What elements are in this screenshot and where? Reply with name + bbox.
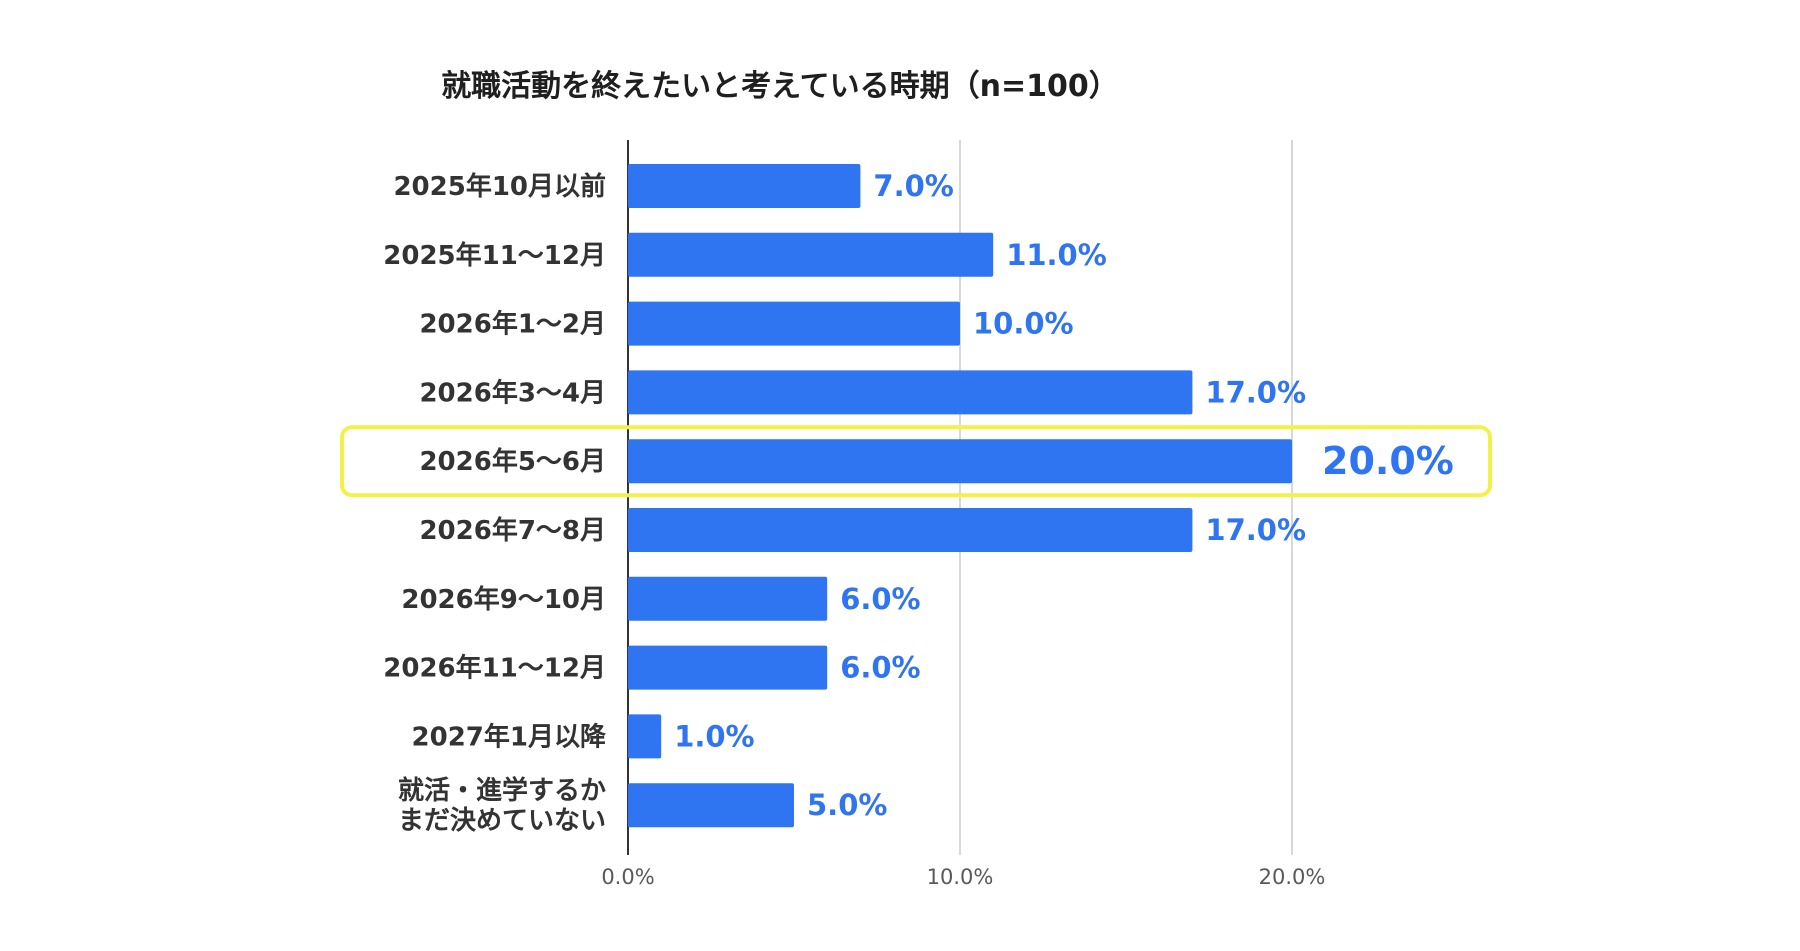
bar-4 xyxy=(628,439,1292,484)
category-label-1: 2025年11〜12月 xyxy=(383,240,606,271)
ticks-layer: 0.0% 10.0% 20.0% xyxy=(601,865,1325,889)
highlight-box xyxy=(340,425,1492,498)
value-label-8: 1.0% xyxy=(674,719,754,753)
value-label-3: 17.0% xyxy=(1205,375,1306,409)
category-label-7: 2026年11〜12月 xyxy=(383,653,606,684)
bar-5 xyxy=(628,508,1193,552)
category-label-9-line-0: 就活・進学するか xyxy=(398,775,606,806)
bar-3 xyxy=(628,370,1193,415)
bar-2 xyxy=(628,301,960,346)
chart-title: 就職活動を終えたいと考えている時期（n=100） xyxy=(441,69,1119,104)
value-label-1: 11.0% xyxy=(1006,238,1107,272)
category-label-3: 2026年3〜4月 xyxy=(419,377,606,408)
value-label-0: 7.0% xyxy=(873,169,953,203)
value-label-4: 20.0% xyxy=(1322,439,1454,483)
category-label-0: 2025年10月以前 xyxy=(393,171,606,202)
bar-6 xyxy=(628,576,828,621)
bar-8 xyxy=(628,714,662,759)
x-tick-label-0: 0.0% xyxy=(601,865,654,889)
x-tick-label-1: 10.0% xyxy=(927,865,994,889)
category-label-5: 2026年7〜8月 xyxy=(419,515,606,546)
value-label-9: 5.0% xyxy=(807,788,887,822)
value-label-7: 6.0% xyxy=(840,651,920,685)
value-label-6: 6.0% xyxy=(840,582,920,616)
value-label-5: 17.0% xyxy=(1205,513,1306,547)
category-label-9-line-1: まだ決めていない xyxy=(398,806,606,836)
value-label-2: 10.0% xyxy=(973,307,1074,341)
labels-layer: 7.0% 2025年10月以前 11.0% 2025年11〜12月 10.0% 2026年… xyxy=(383,169,1454,836)
x-tick-label-2: 20.0% xyxy=(1259,865,1326,889)
category-label-2: 2026年1〜2月 xyxy=(419,309,606,340)
category-label-4: 2026年5〜6月 xyxy=(419,446,606,477)
bar-0 xyxy=(628,164,861,208)
bar-7 xyxy=(628,645,828,690)
category-label-6: 2026年9〜10月 xyxy=(401,584,606,615)
category-label-8: 2027年1月以降 xyxy=(412,721,607,752)
bar-9 xyxy=(628,783,794,828)
bar-1 xyxy=(628,232,994,277)
bars-layer xyxy=(340,164,1492,828)
